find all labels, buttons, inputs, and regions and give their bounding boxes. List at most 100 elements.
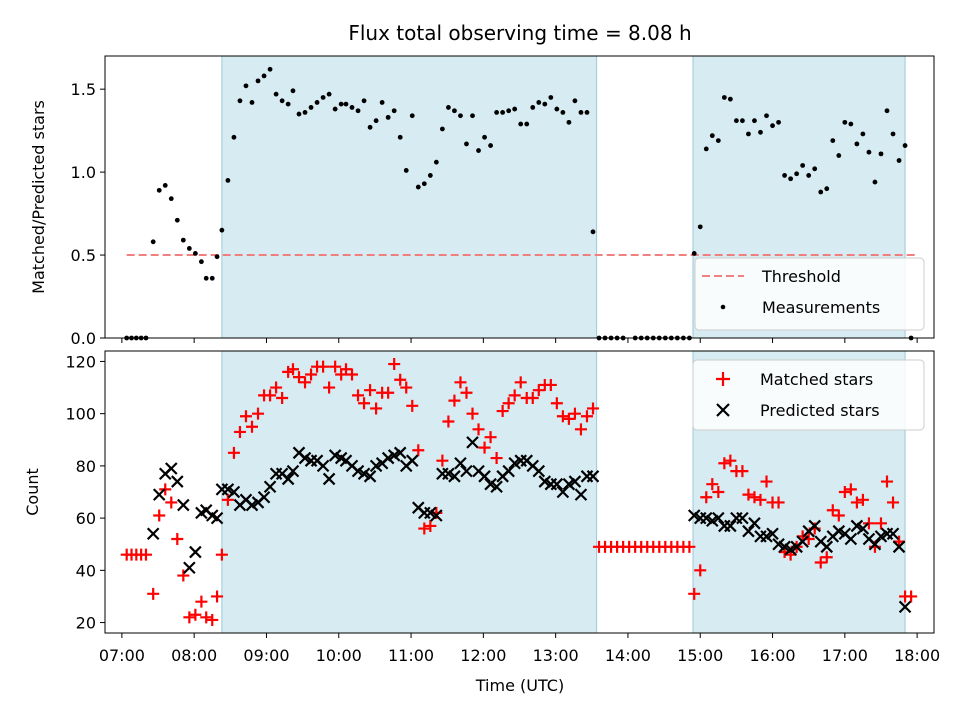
predicted-point bbox=[183, 561, 196, 574]
predicted-point bbox=[146, 527, 160, 541]
measurement-point bbox=[860, 131, 866, 137]
top-legend-box bbox=[694, 257, 925, 331]
measurement-point bbox=[332, 106, 338, 112]
measurement-point bbox=[219, 227, 225, 233]
predicted-point bbox=[454, 457, 467, 470]
predicted-point bbox=[363, 470, 377, 483]
x-tick-label: 12:00 bbox=[460, 646, 506, 665]
predicted-point bbox=[281, 472, 295, 486]
measurement-point bbox=[379, 100, 385, 105]
measurement-point bbox=[203, 275, 209, 281]
bottom-y-tick-label: 60 bbox=[76, 509, 96, 528]
measurement-point bbox=[890, 131, 896, 137]
matched-point bbox=[195, 595, 208, 608]
top-x-ticks bbox=[121, 338, 918, 343]
matched-point bbox=[862, 517, 875, 530]
measurement-point bbox=[296, 111, 302, 117]
matched-point bbox=[850, 496, 863, 509]
measurement-point bbox=[818, 189, 824, 195]
measurement-point bbox=[518, 121, 524, 127]
x-tick-label: 07:00 bbox=[99, 646, 145, 665]
matched-point bbox=[233, 425, 246, 438]
matched-point bbox=[724, 454, 737, 467]
measurement-point bbox=[896, 158, 902, 163]
measurement-point bbox=[476, 148, 481, 153]
measurement-point bbox=[494, 110, 500, 115]
predicted-point bbox=[736, 511, 749, 525]
measurement-point bbox=[464, 141, 469, 147]
x-tick-label: 13:00 bbox=[533, 646, 579, 665]
matched-point bbox=[370, 402, 383, 415]
matched-point bbox=[742, 488, 755, 501]
predicted-point bbox=[898, 600, 912, 614]
matched-point bbox=[364, 384, 377, 397]
matched-point bbox=[832, 509, 845, 522]
predicted-point bbox=[177, 498, 190, 512]
measurement-point bbox=[872, 179, 878, 185]
measurement-point bbox=[512, 106, 518, 112]
predicted-point bbox=[210, 511, 224, 525]
matched-point bbox=[189, 608, 202, 621]
matched-point bbox=[838, 486, 851, 498]
measurement-point bbox=[548, 95, 554, 100]
legend-predicted-swatch bbox=[716, 403, 730, 417]
matched-point bbox=[772, 496, 785, 509]
predicted-point bbox=[393, 446, 407, 460]
matched-point bbox=[568, 407, 581, 420]
predicted-point bbox=[856, 522, 870, 535]
predicted-point bbox=[766, 527, 779, 541]
measurement-point bbox=[255, 78, 261, 84]
measurement-point bbox=[180, 237, 186, 243]
predicted-point bbox=[532, 464, 546, 478]
measurement-point bbox=[806, 173, 812, 178]
matched-point bbox=[323, 381, 336, 394]
matched-point bbox=[562, 412, 575, 425]
measurement-point bbox=[830, 138, 836, 144]
matched-point bbox=[550, 397, 563, 410]
x-axis-label: Time (UTC) bbox=[475, 676, 564, 695]
measurement-point bbox=[391, 108, 397, 114]
matched-point bbox=[358, 397, 371, 410]
matched-point bbox=[844, 483, 857, 496]
measurement-point bbox=[168, 196, 174, 202]
predicted-star-points bbox=[146, 436, 912, 614]
top-y-ticks: 0.0 0.5 1.0 1.5 bbox=[71, 80, 105, 348]
matched-point bbox=[490, 452, 503, 465]
matched-point bbox=[514, 376, 527, 389]
x-tick-label: 15:00 bbox=[677, 646, 723, 665]
matched-point bbox=[147, 587, 160, 600]
matched-point bbox=[706, 478, 719, 491]
matched-point bbox=[305, 368, 318, 381]
measurement-point bbox=[758, 129, 763, 135]
matched-point bbox=[329, 360, 342, 373]
measurement-point bbox=[470, 113, 475, 119]
bottom-y-axis-label: Count bbox=[23, 468, 42, 516]
measurement-point bbox=[794, 171, 800, 177]
matched-point bbox=[183, 611, 196, 624]
predicted-point bbox=[189, 545, 202, 559]
matched-point bbox=[270, 381, 283, 394]
measurement-point bbox=[192, 251, 198, 256]
matched-point bbox=[412, 444, 425, 457]
legend-measurements-label: Measurements bbox=[762, 298, 880, 317]
legend-measurements-swatch bbox=[720, 304, 726, 310]
matched-point bbox=[502, 397, 515, 410]
measurement-point bbox=[788, 176, 794, 182]
predicted-point bbox=[886, 527, 900, 541]
x-tick-label: 14:00 bbox=[605, 646, 651, 665]
predicted-point bbox=[490, 480, 503, 494]
predicted-point bbox=[152, 488, 166, 501]
matched-point bbox=[454, 376, 467, 389]
chart-title: Flux total observing time = 8.08 h bbox=[348, 21, 691, 45]
matched-point bbox=[718, 457, 731, 470]
x-tick-label: 18:00 bbox=[894, 646, 940, 665]
matched-point bbox=[754, 493, 767, 506]
measurement-point bbox=[721, 95, 727, 100]
measurement-point bbox=[349, 105, 355, 110]
measurement-point bbox=[782, 173, 787, 178]
predicted-point bbox=[405, 454, 419, 467]
measurement-point bbox=[162, 182, 168, 188]
measurement-point bbox=[764, 113, 769, 119]
measurement-point bbox=[198, 259, 204, 265]
matched-point bbox=[544, 378, 557, 391]
